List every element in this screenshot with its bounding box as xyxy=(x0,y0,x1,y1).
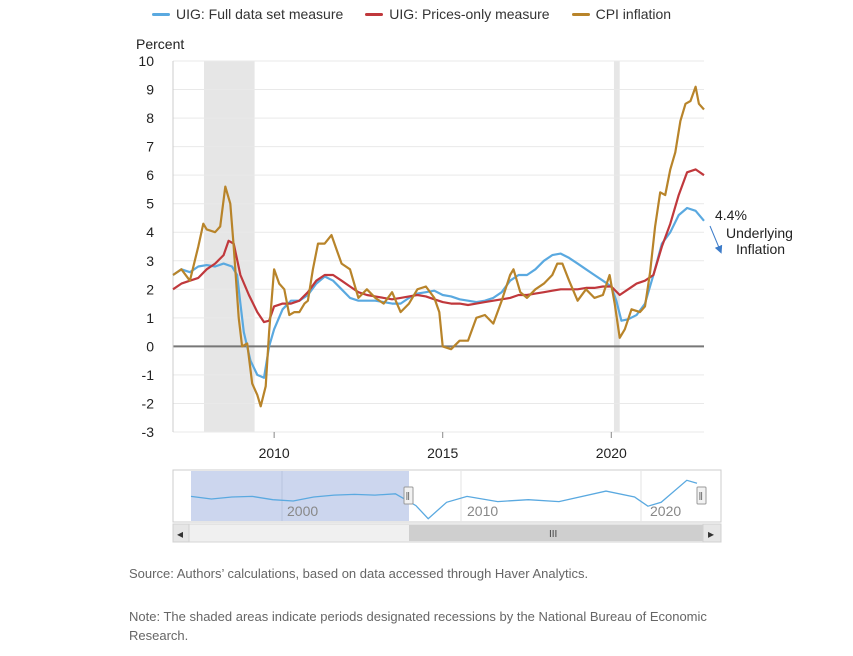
recession-band-1 xyxy=(613,61,620,432)
y-tick-label-9: 1 xyxy=(146,310,154,326)
series-line-2 xyxy=(172,85,705,408)
recession-band-0 xyxy=(204,61,255,432)
y-tick-label-2: 8 xyxy=(146,110,154,126)
navigator-tick-2010: 2010 xyxy=(467,503,498,519)
gridlines xyxy=(172,60,704,433)
y-tick-label-1: 9 xyxy=(146,82,154,98)
source-text: Source: Authors’ calculations, based on … xyxy=(129,566,589,581)
navigator-series-line xyxy=(190,479,698,520)
legend-swatch-cpi xyxy=(571,12,590,16)
y-tick-label-3: 7 xyxy=(146,139,154,155)
legend-item-prices-only[interactable]: UIG: Prices-only measure xyxy=(365,6,550,22)
annotation-arrow xyxy=(709,225,723,254)
scroll-left-arrow-icon: ◂ xyxy=(177,527,183,541)
navigator-selection[interactable] xyxy=(191,471,409,521)
y-tick-label-0: 10 xyxy=(138,53,154,69)
y-tick-label-8: 2 xyxy=(146,281,154,297)
scrollbar-thumb-grip: III xyxy=(549,529,557,540)
scroll-left-button[interactable] xyxy=(172,523,190,543)
legend-swatch-prices-only xyxy=(365,12,384,16)
navigator-tick-2020: 2020 xyxy=(650,503,681,519)
y-tick-label-11: -1 xyxy=(142,367,155,383)
legend-label-full-data: UIG: Full data set measure xyxy=(176,6,344,22)
annotation-line1: Underlying xyxy=(726,225,793,241)
navigator-right-handle[interactable]: ‖ xyxy=(696,486,707,505)
scroll-right-arrow-icon: ▸ xyxy=(708,527,714,541)
legend: UIG: Full data set measure UIG: Prices-o… xyxy=(152,6,671,22)
navigator-tick-2000: 2000 xyxy=(287,503,318,519)
y-tick-label-10: 0 xyxy=(146,338,154,354)
y-tick-label-5: 5 xyxy=(146,196,154,212)
x-tick-label-0: 2010 xyxy=(259,445,290,461)
note-text: Note: The shaded areas indicate periods … xyxy=(129,609,707,643)
scroll-right-button[interactable] xyxy=(702,523,722,543)
legend-item-full-data[interactable]: UIG: Full data set measure xyxy=(152,6,343,22)
x-axis-ticks: 2010 2015 2020 xyxy=(259,432,627,461)
legend-label-prices-only: UIG: Prices-only measure xyxy=(389,6,550,22)
y-tick-label-4: 6 xyxy=(146,167,154,183)
series-lines xyxy=(172,85,705,408)
navigator[interactable]: 2000 2010 2020 ‖ ‖ xyxy=(172,469,722,523)
x-tick-label-2: 2020 xyxy=(596,445,627,461)
right-handle-grip: ‖ xyxy=(699,491,704,503)
recession-bands xyxy=(204,61,620,432)
navigator-left-handle[interactable]: ‖ xyxy=(403,486,414,505)
y-tick-label-6: 4 xyxy=(146,224,154,240)
left-handle-grip: ‖ xyxy=(406,491,411,503)
annotation-value: 4.4% xyxy=(715,207,747,223)
scrollbar-thumb[interactable] xyxy=(409,525,703,541)
legend-swatch-full-data xyxy=(152,12,170,16)
y-tick-label-12: -2 xyxy=(142,395,155,411)
y-axis-title: Percent xyxy=(136,36,184,52)
y-tick-label-7: 3 xyxy=(146,253,154,269)
annotation: 4.4% Underlying Inflation xyxy=(709,207,793,257)
annotation-line2: Inflation xyxy=(736,241,785,257)
legend-label-cpi: CPI inflation xyxy=(595,6,672,22)
y-tick-label-13: -3 xyxy=(142,424,155,440)
x-tick-label-1: 2015 xyxy=(427,445,458,461)
scrollbar[interactable]: ◂ III ▸ xyxy=(172,523,722,543)
legend-item-cpi[interactable]: CPI inflation xyxy=(571,6,672,22)
